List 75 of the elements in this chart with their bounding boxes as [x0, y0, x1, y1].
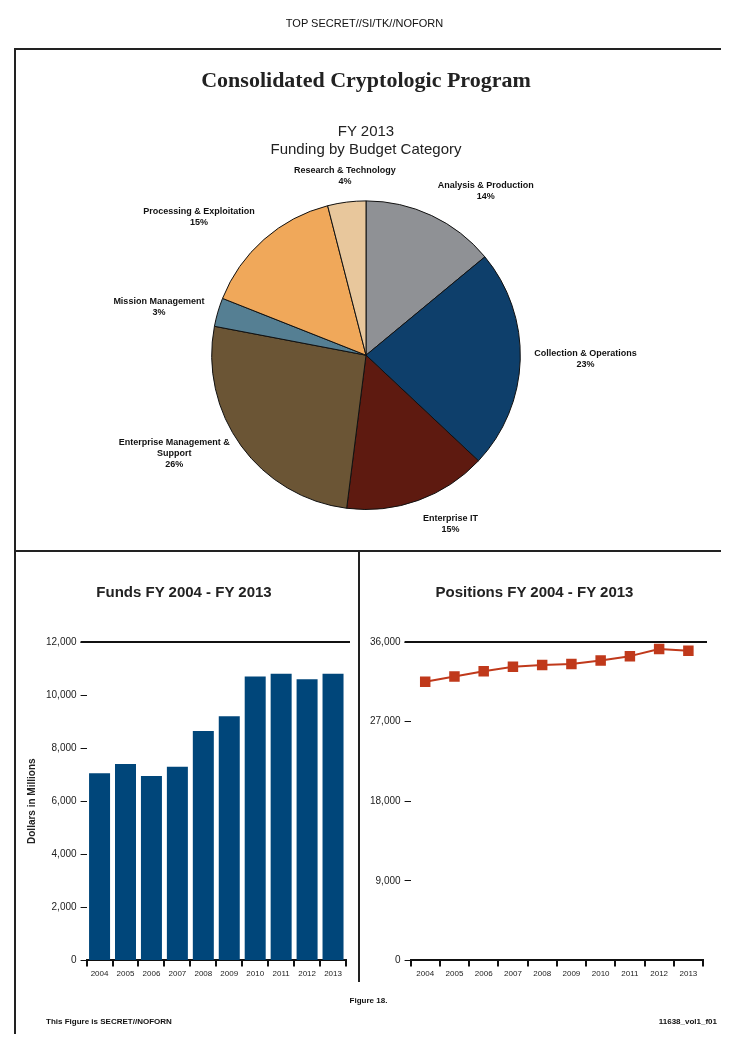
- x-tick-label: 2007: [168, 969, 187, 979]
- x-tick-label: 2012: [298, 969, 317, 979]
- bar: [115, 764, 136, 960]
- x-tick-label: 2008: [194, 969, 213, 979]
- slice-label: Enterprise Management & Support: [118, 436, 231, 458]
- bar: [218, 716, 240, 960]
- chart-title: Positions FY 2004 - FY 2013: [435, 583, 634, 601]
- slice-label: Enterprise IT: [423, 512, 479, 523]
- point: [507, 661, 519, 673]
- x-tick-label: 2011: [272, 969, 291, 979]
- x-tick-label: 2013: [679, 969, 698, 979]
- slice-label: Collection & Operations: [534, 348, 637, 359]
- x-tick-label: 2004: [90, 969, 110, 979]
- data-label: 15%: [441, 523, 460, 534]
- x-tick-label: 2009: [562, 969, 581, 979]
- y-tick-label: 9,000: [375, 874, 402, 886]
- data-label: 26%: [165, 458, 184, 469]
- chart-subtitle: FY 2013 Funding by Budget Category: [270, 121, 462, 157]
- point: [624, 650, 636, 662]
- bar: [192, 730, 214, 960]
- bar: [270, 673, 292, 960]
- point: [595, 655, 606, 666]
- y-tick-label: 0: [71, 954, 78, 966]
- x-tick-label: 2010: [591, 969, 611, 979]
- data-label: 15%: [189, 216, 208, 227]
- data-label: 4%: [338, 176, 352, 187]
- slice-label: Processing & Exploitation: [143, 205, 255, 216]
- slice-label: Research & Technology: [293, 165, 396, 176]
- x-tick-label: 2009: [220, 969, 239, 979]
- x-tick-label: 2006: [474, 969, 494, 979]
- x-tick-label: 2007: [504, 969, 523, 979]
- data-label: 14%: [476, 190, 495, 201]
- slice-label: Mission Management: [113, 296, 205, 307]
- x-tick-label: 2013: [324, 969, 343, 979]
- x-tick-label: 2004: [416, 969, 435, 979]
- x-tick-label: 2008: [533, 969, 552, 979]
- text: 11638_vol1_f01: [658, 1017, 717, 1026]
- data-label: 3%: [152, 307, 166, 318]
- x-tick-label: 2012: [650, 969, 669, 979]
- y-tick-label: 12,000: [45, 635, 78, 647]
- y-tick-label: 27,000: [369, 715, 402, 727]
- point: [566, 658, 577, 670]
- y-tick-label: 10,000: [45, 688, 78, 700]
- bar: [89, 773, 111, 960]
- chart-title: Consolidated Cryptologic Program: [201, 66, 531, 92]
- bar: [244, 676, 266, 960]
- text: TOP SECRET//SI/TK//NOFORN: [285, 17, 444, 29]
- bar: [322, 673, 344, 960]
- x-tick-label: 2010: [246, 969, 265, 979]
- y-tick-label: 2,000: [51, 901, 78, 913]
- x-tick-label: 2006: [142, 969, 161, 979]
- bar: [296, 679, 318, 960]
- bar: [166, 766, 188, 960]
- y-tick-label: 18,000: [369, 794, 402, 806]
- y-tick-label: 6,000: [51, 794, 78, 806]
- y-tick-label: 4,000: [51, 848, 78, 860]
- point: [419, 676, 431, 688]
- point: [653, 643, 665, 655]
- bar: [140, 775, 162, 960]
- y-tick-label: 36,000: [369, 635, 402, 647]
- text: This Figure is SECRET//NOFORN: [46, 1017, 172, 1026]
- point: [478, 665, 489, 677]
- x-tick-label: 2005: [445, 969, 464, 979]
- slice-label: Analysis & Production: [437, 179, 534, 190]
- y-tick-label: 8,000: [51, 741, 78, 753]
- point: [683, 645, 694, 657]
- y-tick-label: 0: [395, 954, 402, 966]
- x-tick-label: 2011: [621, 969, 640, 979]
- y-axis-title: Dollars in Millions: [25, 757, 37, 844]
- point: [449, 671, 460, 682]
- point: [536, 659, 548, 671]
- data-label: 23%: [576, 359, 595, 370]
- chart-title: Funds FY 2004 - FY 2013: [96, 583, 272, 601]
- caption: Figure 18.: [349, 996, 388, 1005]
- x-tick-label: 2005: [116, 969, 135, 979]
